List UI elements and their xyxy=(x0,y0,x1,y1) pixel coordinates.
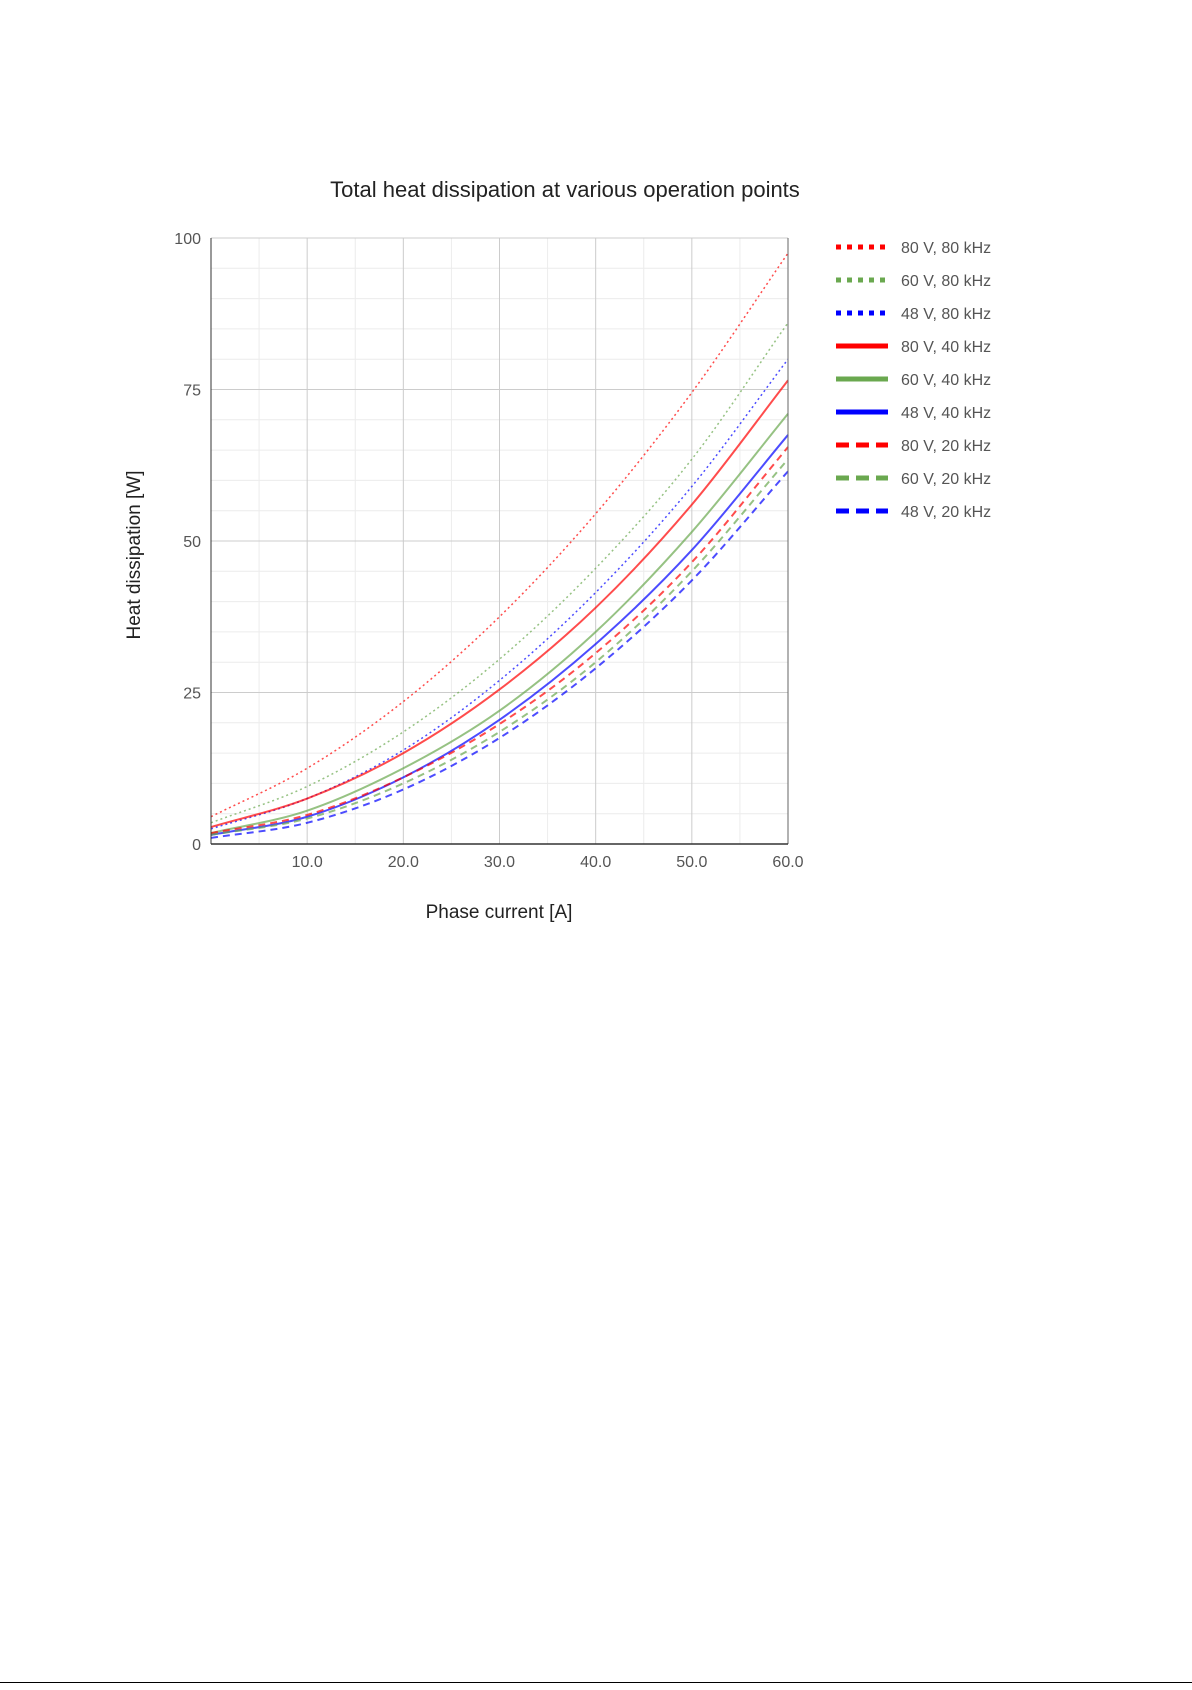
series-line xyxy=(210,446,789,835)
x-axis-label: Phase current [A] xyxy=(426,902,573,923)
series-line xyxy=(210,252,789,818)
x-tick-label: 50.0 xyxy=(676,854,707,871)
legend-label: 48 V, 80 kHz xyxy=(901,306,991,323)
y-tick-label: 25 xyxy=(183,686,201,703)
legend-label: 48 V, 40 kHz xyxy=(901,405,991,422)
series-line xyxy=(210,458,789,836)
x-tick-label: 40.0 xyxy=(580,854,611,871)
legend-label: 60 V, 40 kHz xyxy=(901,372,991,389)
legend-label: 60 V, 20 kHz xyxy=(901,471,991,488)
series-line xyxy=(210,470,789,839)
series-line xyxy=(210,322,789,824)
x-tick-label: 20.0 xyxy=(388,854,419,871)
y-tick-label: 75 xyxy=(183,383,201,400)
legend-label: 60 V, 80 kHz xyxy=(901,273,991,290)
y-tick-label: 50 xyxy=(183,534,201,551)
x-tick-label: 30.0 xyxy=(484,854,515,871)
series-line xyxy=(210,379,789,828)
chart-title: Total heat dissipation at various operat… xyxy=(330,177,800,202)
legend-label: 48 V, 20 kHz xyxy=(901,504,991,521)
legend-label: 80 V, 40 kHz xyxy=(901,339,991,356)
legend-label: 80 V, 20 kHz xyxy=(901,438,991,455)
page-bottom-rule xyxy=(0,1682,1192,1683)
legend-label: 80 V, 80 kHz xyxy=(901,240,991,257)
legend: 80 V, 80 kHz 60 V, 80 kHz 48 V, 80 kHz 80 V… xyxy=(836,240,991,521)
y-axis-ticks: 0 25 50 75 100 xyxy=(174,231,201,854)
axes xyxy=(210,238,789,845)
x-tick-label: 60.0 xyxy=(772,854,803,871)
y-tick-label: 100 xyxy=(174,231,201,248)
x-tick-label: 10.0 xyxy=(292,854,323,871)
y-tick-label: 0 xyxy=(192,837,201,854)
series-lines xyxy=(210,252,789,839)
grid-major xyxy=(211,237,788,844)
series-line xyxy=(210,413,789,835)
series-line xyxy=(210,434,789,836)
y-axis-label: Heat dissipation [W] xyxy=(124,471,145,640)
x-axis-ticks: 10.0 20.0 30.0 40.0 50.0 60.0 xyxy=(292,854,804,871)
